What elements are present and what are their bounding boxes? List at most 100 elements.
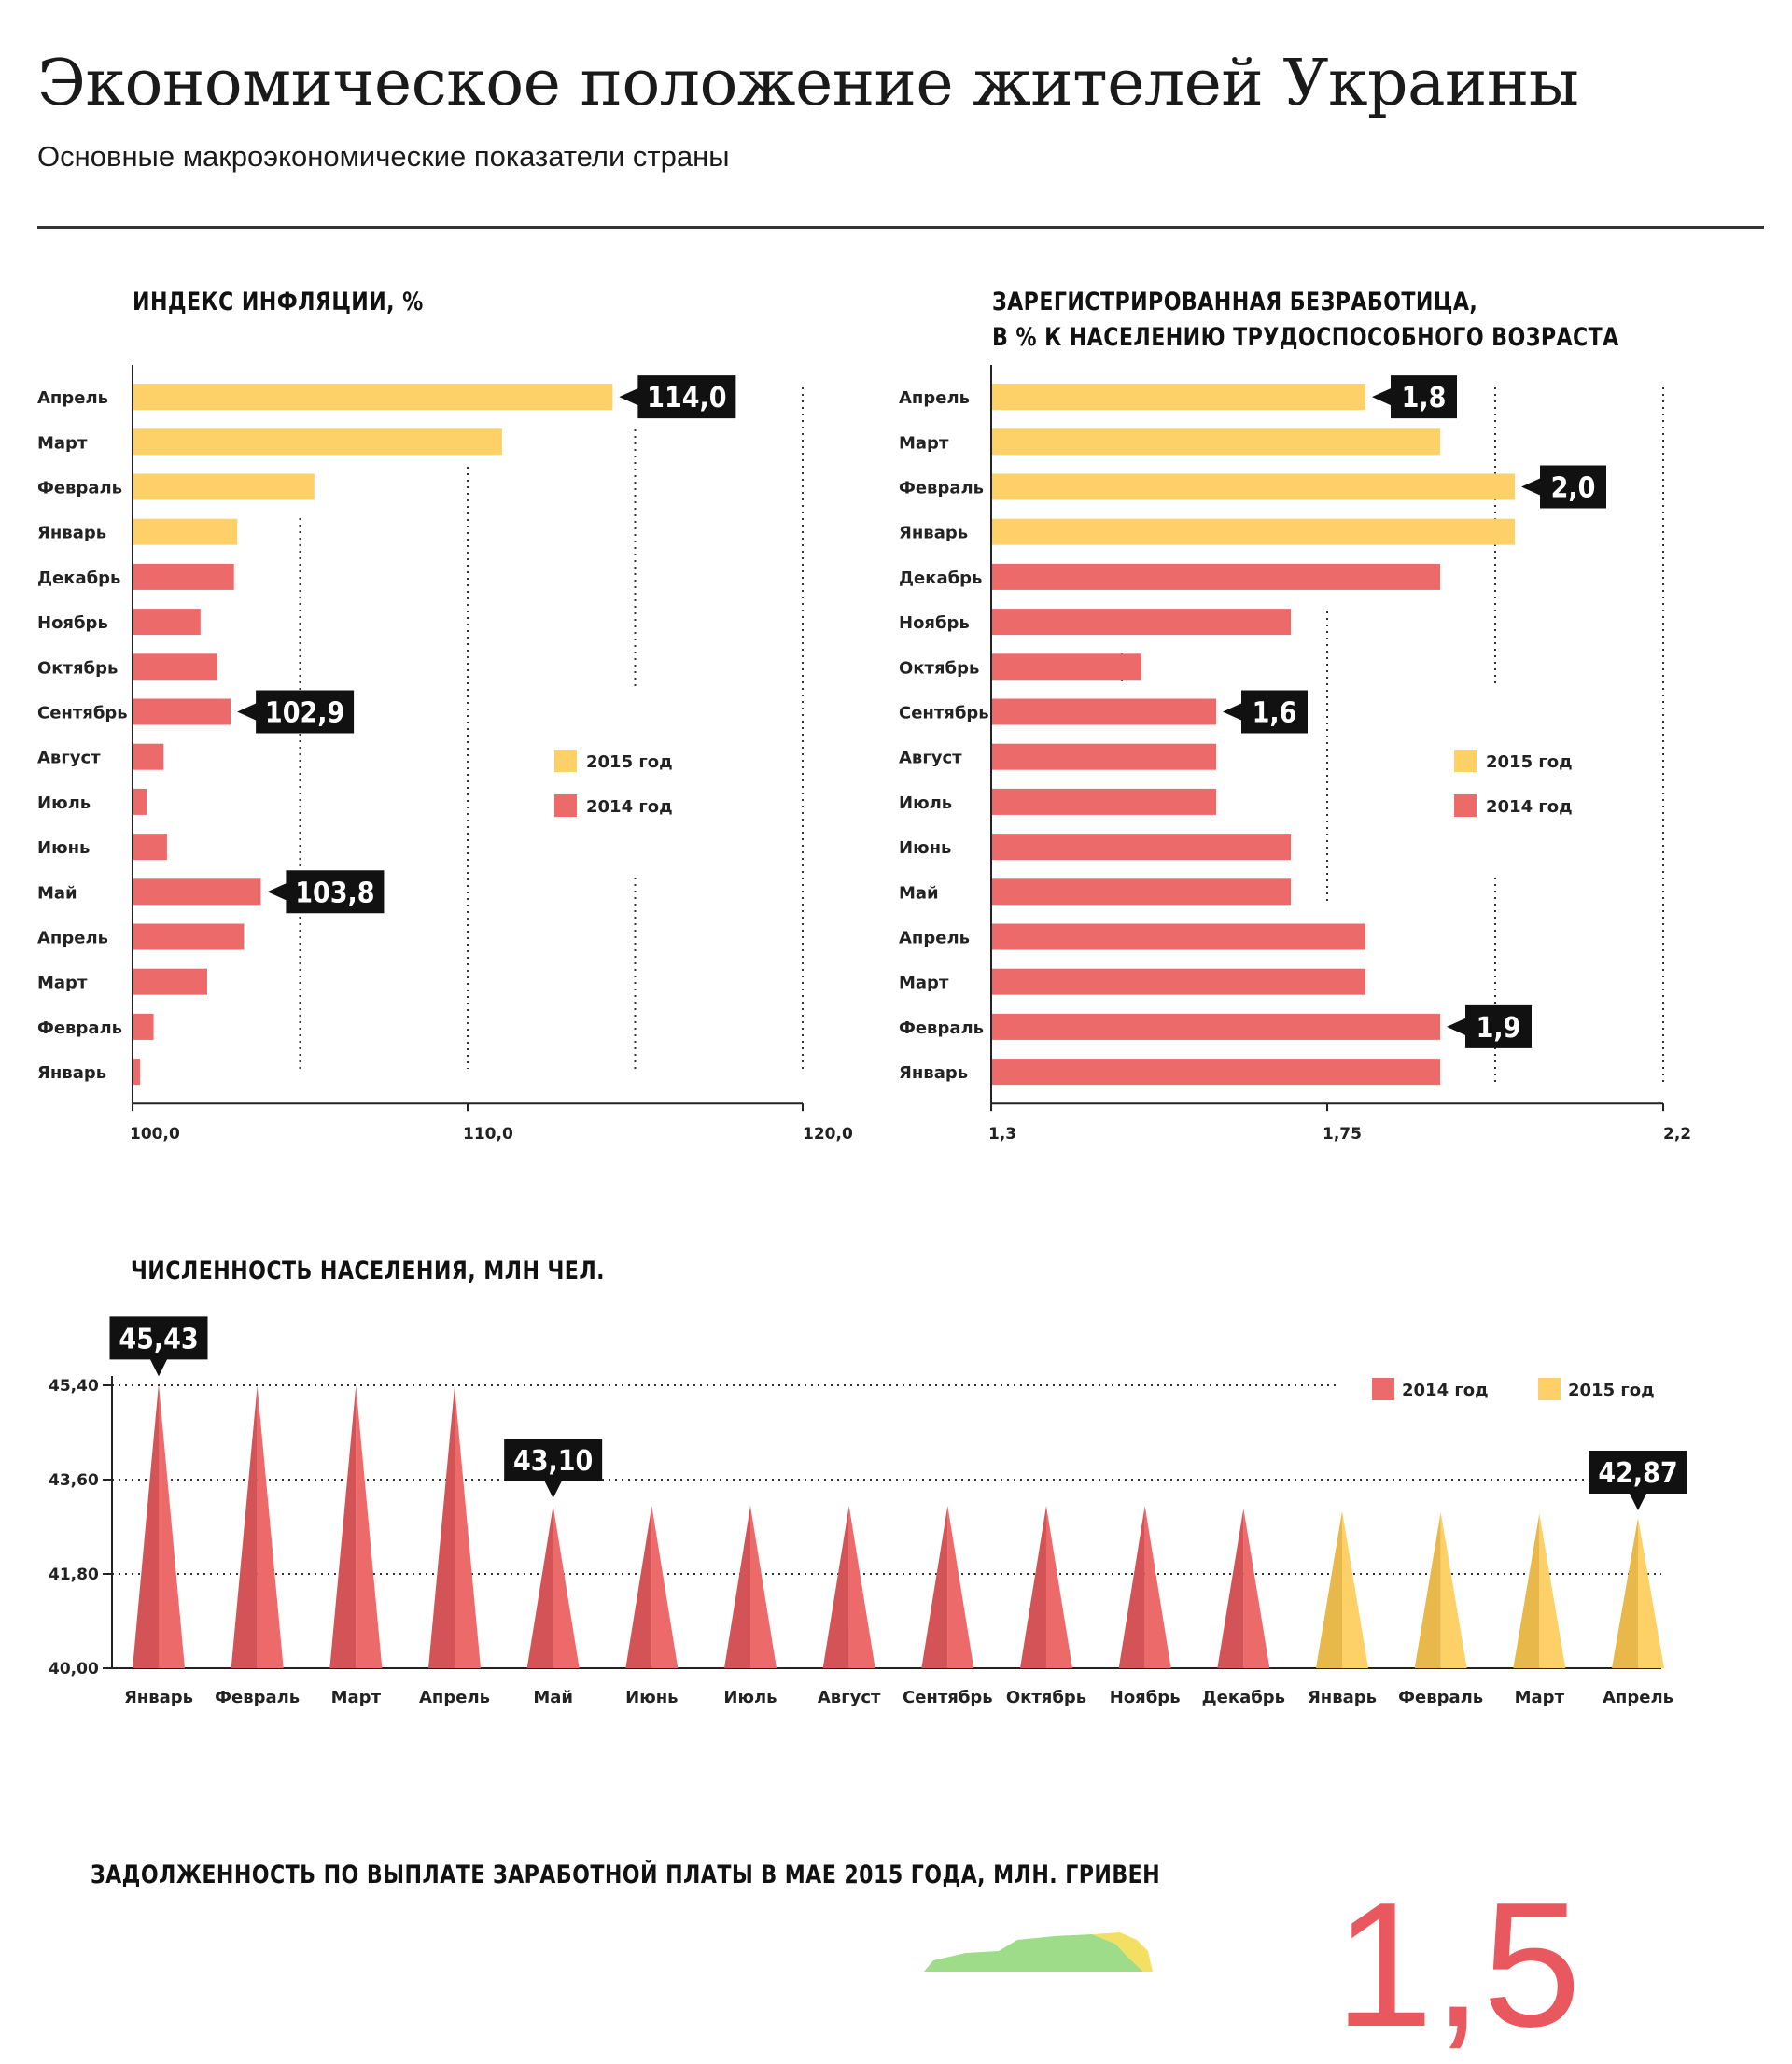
population-bar-2 xyxy=(356,1385,383,1668)
unemployment-bar-3 xyxy=(992,518,1515,545)
unemployment-category-label-13: Март xyxy=(899,974,949,993)
population-bar-4 xyxy=(553,1506,580,1668)
population-bar-shade-0 xyxy=(133,1383,159,1668)
population-bar-11 xyxy=(1243,1508,1270,1668)
population-category-label-4: Май xyxy=(533,1688,573,1707)
population-bar-shade-6 xyxy=(724,1506,750,1668)
population-category-label-9: Октябрь xyxy=(1006,1688,1086,1707)
population-bar-shade-3 xyxy=(428,1386,455,1668)
inflation-category-label-9: Июль xyxy=(37,793,91,813)
population-bar-14 xyxy=(1539,1513,1566,1668)
population-y-tick-label-1: 41,80 xyxy=(49,1566,99,1584)
unemployment-bar-9 xyxy=(992,788,1216,815)
population-category-label-10: Ноябрь xyxy=(1110,1688,1181,1707)
population-bar-shade-1 xyxy=(231,1385,258,1668)
inflation-category-label-3: Январь xyxy=(37,524,106,543)
ukraine-map-fragment xyxy=(924,1932,1153,1972)
unemployment-bar-13 xyxy=(992,968,1365,995)
inflation-category-label-15: Январь xyxy=(37,1063,106,1083)
unemployment-x-tick-label-2: 2,2 xyxy=(1663,1125,1691,1144)
population-chart-title: ЧИСЛЕННОСТЬ НАСЕЛЕНИЯ, МЛН ЧЕЛ. xyxy=(131,1257,605,1285)
population-callout-2-box xyxy=(1589,1450,1687,1510)
population-bar-10 xyxy=(1144,1506,1171,1668)
population-bar-shade-14 xyxy=(1513,1513,1540,1668)
inflation-category-label-1: Март xyxy=(37,433,88,453)
inflation-bar-0 xyxy=(133,384,613,411)
inflation-x-tick-label-0: 100,0 xyxy=(130,1125,180,1144)
population-category-label-11: Декабрь xyxy=(1202,1688,1285,1707)
population-callout-0-text: 45,43 xyxy=(119,1323,198,1355)
inflation-category-label-6: Октябрь xyxy=(37,658,118,678)
population-bar-6 xyxy=(750,1506,777,1668)
unemployment-category-label-14: Февраль xyxy=(899,1018,984,1038)
inflation-category-label-8: Август xyxy=(37,749,101,768)
inflation-bar-5 xyxy=(133,609,201,636)
population-callout-1-box xyxy=(504,1439,603,1499)
unemployment-category-label-6: Октябрь xyxy=(899,658,979,678)
population-y-tick-label-3: 45,40 xyxy=(49,1377,99,1396)
debt-title: ЗАДОЛЖЕННОСТЬ ПО ВЫПЛАТЕ ЗАРАБОТНОЙ ПЛАТ… xyxy=(91,1860,1161,1889)
unemployment-legend-swatch-0 xyxy=(1454,750,1477,772)
population-y-tick-label-2: 43,60 xyxy=(49,1471,99,1490)
inflation-bar-6 xyxy=(133,653,217,681)
unemployment-bar-14 xyxy=(992,1013,1440,1040)
inflation-x-tick-label-2: 120,0 xyxy=(803,1125,853,1144)
inflation-bar-3 xyxy=(133,518,238,545)
population-category-label-2: Март xyxy=(331,1688,382,1707)
unemployment-bar-10 xyxy=(992,834,1291,861)
inflation-category-label-7: Сентябрь xyxy=(37,704,128,723)
unemployment-callout-1-box xyxy=(1521,465,1606,509)
unemployment-bar-4 xyxy=(992,563,1440,590)
inflation-callout-2-box xyxy=(267,870,385,914)
population-category-label-3: Апрель xyxy=(419,1688,490,1707)
inflation-chart-title: ИНДЕКС ИНФЛЯЦИИ, % xyxy=(133,288,424,316)
population-bar-shade-11 xyxy=(1217,1508,1244,1668)
unemployment-x-tick-label-0: 1,3 xyxy=(988,1125,1016,1144)
unemployment-category-label-11: Май xyxy=(899,883,939,903)
header-divider xyxy=(37,226,1764,229)
unemployment-bar-8 xyxy=(992,743,1216,770)
population-bar-9 xyxy=(1046,1506,1072,1668)
population-legend-swatch-0 xyxy=(1372,1378,1394,1400)
unemployment-callout-0-box xyxy=(1372,375,1457,419)
population-y-tick-label-0: 40,00 xyxy=(49,1660,99,1678)
unemployment-x-tick-label-1: 1,75 xyxy=(1323,1125,1362,1144)
unemployment-callout-3-text: 1,9 xyxy=(1477,1012,1521,1045)
inflation-bar-1 xyxy=(133,428,502,456)
inflation-bar-13 xyxy=(133,968,207,995)
unemployment-category-label-1: Март xyxy=(899,433,949,453)
unemployment-legend-label-0: 2015 год xyxy=(1486,752,1573,772)
population-bar-shade-5 xyxy=(625,1506,652,1668)
unemployment-bar-5 xyxy=(992,609,1291,636)
population-bar-shade-9 xyxy=(1020,1506,1046,1668)
inflation-category-label-0: Апрель xyxy=(37,388,108,408)
unemployment-chart-title: ЗАРЕГИСТРИРОВАННАЯ БЕЗРАБОТИЦА, В % К НА… xyxy=(992,285,1619,356)
population-legend-swatch-1 xyxy=(1538,1378,1561,1400)
unemployment-category-label-15: Январь xyxy=(899,1063,968,1083)
population-category-label-8: Сентябрь xyxy=(903,1688,993,1707)
population-bar-5 xyxy=(651,1506,679,1668)
inflation-bar-4 xyxy=(133,563,234,590)
population-bar-shade-10 xyxy=(1118,1506,1145,1668)
population-category-label-0: Январь xyxy=(124,1688,193,1707)
inflation-callout-0-box xyxy=(619,375,736,419)
unemployment-category-label-3: Январь xyxy=(899,524,968,543)
inflation-category-label-11: Май xyxy=(37,883,77,903)
population-category-label-5: Июнь xyxy=(625,1688,678,1707)
population-category-label-1: Февраль xyxy=(215,1688,300,1707)
unemployment-bar-6 xyxy=(992,653,1141,681)
unemployment-category-label-10: Июнь xyxy=(899,838,951,858)
unemployment-callout-3-box xyxy=(1447,1004,1532,1048)
population-bar-shade-13 xyxy=(1414,1511,1441,1668)
population-callout-0-box xyxy=(109,1316,208,1377)
inflation-legend-label-1: 2014 год xyxy=(586,797,673,817)
unemployment-bar-15 xyxy=(992,1059,1440,1086)
population-bar-shade-4 xyxy=(526,1506,553,1668)
population-bar-13 xyxy=(1440,1511,1467,1668)
unemployment-bar-11 xyxy=(992,878,1291,906)
inflation-bar-14 xyxy=(133,1013,154,1040)
page-subtitle: Основные макроэкономические показатели с… xyxy=(37,140,730,173)
unemployment-callout-1-text: 2,0 xyxy=(1551,472,1596,505)
unemployment-category-label-7: Сентябрь xyxy=(899,704,989,723)
unemployment-legend-swatch-1 xyxy=(1454,794,1477,817)
